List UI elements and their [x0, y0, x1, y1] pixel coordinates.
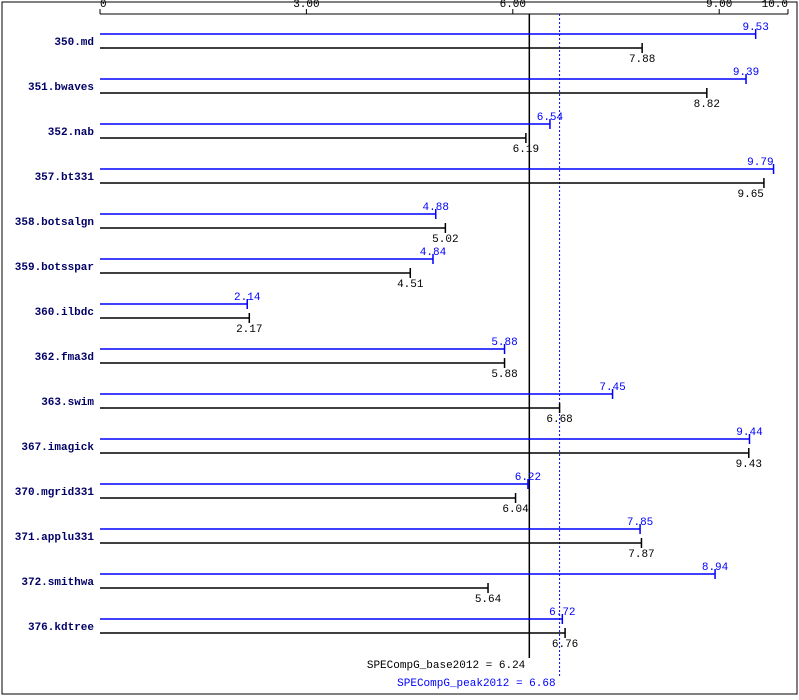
val-peak: 5.88 [491, 337, 517, 349]
val-base: 6.04 [502, 504, 529, 516]
row-label: 351.bwaves [28, 82, 94, 94]
row-label: 370.mgrid331 [15, 487, 95, 499]
val-peak: 7.45 [599, 382, 625, 394]
row-label: 363.swim [41, 397, 94, 409]
val-base: 5.64 [475, 594, 502, 606]
row-label: 367.imagick [21, 442, 94, 454]
val-peak: 4.88 [423, 202, 449, 214]
benchmark-chart: 0 3.00 6.00 9.00 10.0 350.md 9.53 7.88 351.bwave… [0, 0, 799, 696]
val-base: 7.87 [628, 549, 654, 561]
row-label: 372.smithwa [21, 577, 94, 589]
row-label: 376.kdtree [28, 622, 94, 634]
footer-base: SPECompG_base2012 = 6.24 [367, 660, 526, 672]
val-base: 5.02 [432, 234, 458, 246]
tick-label: 0 [100, 0, 107, 11]
footer-peak: SPECompG_peak2012 = 6.68 [397, 678, 555, 690]
val-base: 7.88 [629, 54, 655, 66]
row-label: 359.botsspar [15, 262, 94, 274]
tick-label: 10.0 [762, 0, 788, 11]
val-peak: 7.85 [627, 517, 653, 529]
val-peak: 6.54 [537, 112, 564, 124]
val-base: 9.43 [736, 459, 762, 471]
val-base: 5.88 [491, 369, 517, 381]
tick-label: 3.00 [293, 0, 319, 11]
val-peak: 6.22 [515, 472, 541, 484]
row-label: 352.nab [48, 127, 95, 139]
val-base: 6.19 [513, 144, 539, 156]
val-peak: 8.94 [702, 562, 729, 574]
val-base: 2.17 [236, 324, 262, 336]
row-label: 357.bt331 [35, 172, 95, 184]
row-label: 360.ilbdc [35, 307, 94, 319]
val-base: 6.68 [546, 414, 572, 426]
val-peak: 4.84 [420, 247, 447, 259]
tick-label: 9.00 [706, 0, 732, 11]
val-peak: 9.44 [736, 427, 763, 439]
val-peak: 9.79 [747, 157, 773, 169]
chart-svg: 0 3.00 6.00 9.00 10.0 350.md 9.53 7.88 351.bwave… [0, 0, 799, 696]
frame [2, 2, 797, 694]
val-base: 4.51 [397, 279, 424, 291]
row-label: 358.botsalgn [15, 217, 94, 229]
row-label: 371.applu331 [15, 532, 95, 544]
val-peak: 2.14 [234, 292, 261, 304]
row-label: 350.md [54, 37, 94, 49]
val-base: 6.76 [552, 639, 578, 651]
tick-label: 6.00 [500, 0, 526, 11]
val-peak: 9.39 [733, 67, 759, 79]
val-peak: 9.53 [742, 22, 768, 34]
val-base: 8.82 [694, 99, 720, 111]
val-base: 9.65 [738, 189, 764, 201]
val-peak: 6.72 [549, 607, 575, 619]
row-label: 362.fma3d [35, 352, 94, 364]
